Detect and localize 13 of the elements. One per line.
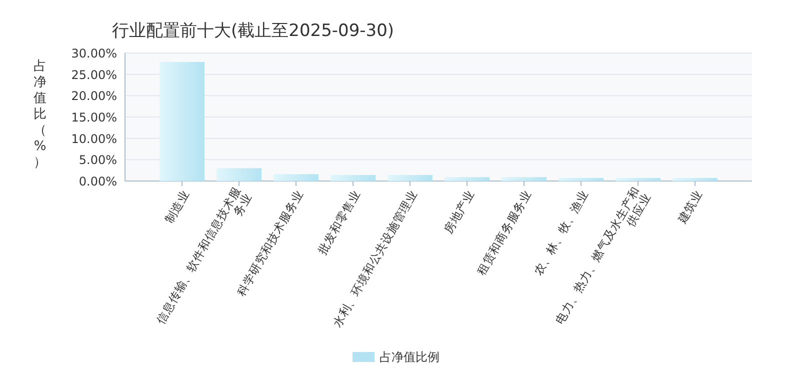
y-tick-label: 10.00% [71, 132, 117, 146]
y-axis-title: 占净值比（%） [34, 59, 46, 170]
x-tick-label: 制造业 [162, 188, 192, 226]
y-tick-label: 20.00% [71, 89, 117, 104]
y-tick-label: 25.00% [71, 68, 117, 82]
y-tick-label: 0.00% [78, 174, 117, 188]
chart-title: 行业配置前十大(截止至2025-09-30) [112, 21, 394, 41]
y-tick-label: 15.00% [71, 110, 117, 124]
y-tick-label: 30.00% [71, 46, 117, 60]
y-tick-label: 5.00% [78, 153, 117, 168]
legend-label: 占净值比例 [380, 350, 440, 364]
x-tick-label: 建筑业 [674, 188, 706, 227]
x-tick-label: 批发和零售业 [314, 188, 364, 257]
